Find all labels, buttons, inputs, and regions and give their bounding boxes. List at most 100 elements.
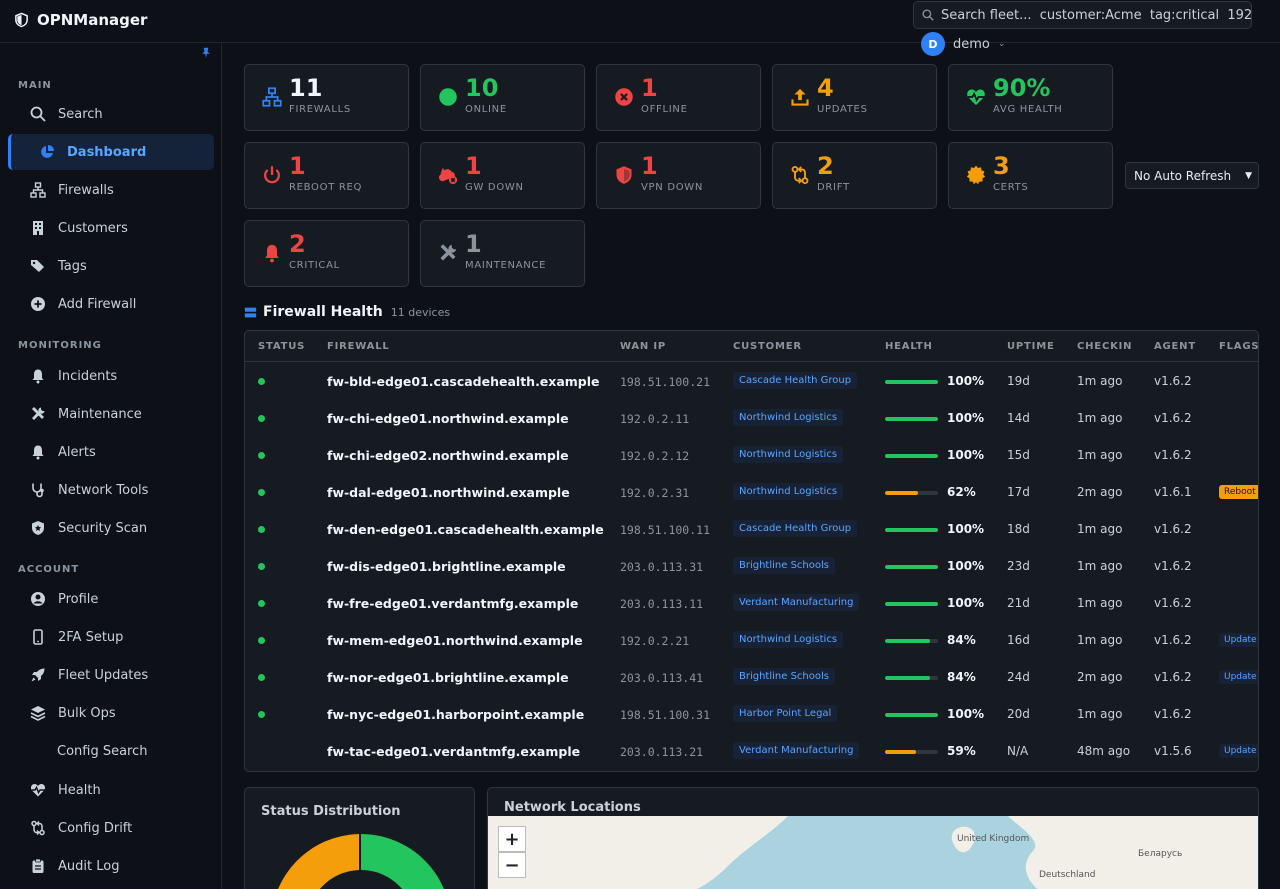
firewall-name[interactable]: fw-dal-edge01.northwind.example <box>327 485 570 500</box>
table-row[interactable]: fw-den-edge01.cascadehealth.example 198.5… <box>245 511 1258 548</box>
firewall-name[interactable]: fw-dis-edge01.brightline.example <box>327 559 566 574</box>
customer-badge[interactable]: Cascade Health Group <box>733 520 858 537</box>
flag-badge-update[interactable]: Update <box>1219 744 1258 758</box>
pin-icon[interactable] <box>200 47 212 62</box>
stat-label: ONLINE <box>465 104 507 115</box>
customer-badge[interactable]: Brightline Schools <box>733 668 835 685</box>
sidebar-item-health[interactable]: Health <box>8 772 214 808</box>
firewall-name[interactable]: fw-chi-edge02.northwind.example <box>327 448 569 463</box>
sidebar-item-firewalls[interactable]: Firewalls <box>8 172 214 208</box>
sidebar-item-alerts[interactable]: Alerts <box>8 434 214 470</box>
flag-badge-update[interactable]: Update <box>1219 633 1258 647</box>
stat-card-certs[interactable]: 3 CERTS <box>948 142 1113 209</box>
customer-badge[interactable]: Cascade Health Group <box>733 372 858 389</box>
table-row[interactable]: fw-dal-edge01.northwind.example 192.0.2.3… <box>245 474 1258 511</box>
sidebar-item-security-scan[interactable]: Security Scan <box>8 510 214 546</box>
table-row[interactable]: fw-chi-edge02.northwind.example 192.0.2.1… <box>245 437 1258 474</box>
stat-card-maintenance[interactable]: 1 MAINTENANCE <box>420 220 585 287</box>
sidebar-item-tags[interactable]: Tags <box>8 248 214 284</box>
table-row[interactable]: fw-fre-edge01.verdantmfg.example 203.0.11… <box>245 585 1258 622</box>
customer-badge[interactable]: Northwind Logistics <box>733 446 844 463</box>
firewall-name[interactable]: fw-bld-edge01.cascadehealth.example <box>327 374 600 389</box>
stat-value: 1 <box>641 152 658 180</box>
firewall-name[interactable]: fw-den-edge01.cascadehealth.example <box>327 522 604 537</box>
sidebar-item-profile[interactable]: Profile <box>8 581 214 617</box>
table-row[interactable]: fw-tac-edge01.verdantmfg.example 203.0.11… <box>245 733 1258 770</box>
zoom-in-button[interactable]: + <box>498 826 526 852</box>
col-firewall[interactable]: FIREWALL <box>327 341 390 352</box>
map[interactable]: + − United Kingdom Беларусь Deutschland <box>488 816 1258 889</box>
sidebar-item-search[interactable]: Search <box>8 96 214 132</box>
user-menu[interactable]: D demo ⌄ <box>921 32 1005 56</box>
table-row[interactable]: fw-nyc-edge01.harborpoint.example 198.51.… <box>245 696 1258 733</box>
customer-badge[interactable]: Verdant Manufacturing <box>733 742 860 759</box>
col-checkin[interactable]: CHECKIN <box>1077 341 1133 352</box>
table-row[interactable]: fw-bld-edge01.cascadehealth.example 198.5… <box>245 363 1258 400</box>
health-bar <box>885 750 938 754</box>
sidebar-item-audit-log[interactable]: Audit Log <box>8 848 214 884</box>
status-dot-online <box>258 489 265 496</box>
sidebar-item-network-tools[interactable]: Network Tools <box>8 472 214 508</box>
flag-badge-update[interactable]: Update <box>1219 670 1258 684</box>
table-row[interactable]: fw-mem-edge01.northwind.example 192.0.2.2… <box>245 622 1258 659</box>
donut-segment-warning[interactable] <box>271 834 359 889</box>
col-customer[interactable]: CUSTOMER <box>733 341 802 352</box>
sidebar-item-incidents[interactable]: Incidents <box>8 358 214 394</box>
sidebar-item-dashboard[interactable]: Dashboard <box>8 134 214 170</box>
health-bar <box>885 602 938 606</box>
customer-badge[interactable]: Harbor Point Legal <box>733 705 838 722</box>
col-status[interactable]: STATUS <box>258 341 306 352</box>
firewall-name[interactable]: fw-chi-edge01.northwind.example <box>327 411 569 426</box>
table-row[interactable]: fw-nor-edge01.brightline.example 203.0.11… <box>245 659 1258 696</box>
circle-icon <box>439 88 457 106</box>
firewall-name[interactable]: fw-nyc-edge01.harborpoint.example <box>327 707 585 722</box>
firewall-name[interactable]: fw-fre-edge01.verdantmfg.example <box>327 596 579 611</box>
customer-badge[interactable]: Brightline Schools <box>733 557 835 574</box>
stat-card-critical[interactable]: 2 CRITICAL <box>244 220 409 287</box>
table-row[interactable]: fw-chi-edge01.northwind.example 192.0.2.1… <box>245 400 1258 437</box>
brand[interactable]: OPNManager <box>14 11 147 29</box>
sidebar-item-fleet-updates[interactable]: Fleet Updates <box>8 657 214 693</box>
customer-badge[interactable]: Northwind Logistics <box>733 409 844 426</box>
stat-card-vpn-down[interactable]: 1 VPN DOWN <box>596 142 761 209</box>
stat-card-gw-down[interactable]: 1 GW DOWN <box>420 142 585 209</box>
network-icon <box>262 87 282 107</box>
sidebar-item-maintenance[interactable]: Maintenance <box>8 396 214 432</box>
col-agent[interactable]: AGENT <box>1154 341 1196 352</box>
col-flags[interactable]: FLAGS <box>1219 341 1259 352</box>
stat-card-drift[interactable]: 2 DRIFT <box>772 142 937 209</box>
flag-badge-reboot[interactable]: Reboot <box>1219 485 1258 499</box>
sidebar-item-label: Maintenance <box>58 406 142 422</box>
sidebar-item-config-search[interactable]: Config Search <box>8 733 214 769</box>
search-icon <box>922 9 934 21</box>
sidebar-item-add-firewall[interactable]: Add Firewall <box>8 286 214 322</box>
table-row[interactable]: fw-dis-edge01.brightline.example 203.0.11… <box>245 548 1258 585</box>
stat-card-reboot-req[interactable]: 1 REBOOT REQ <box>244 142 409 209</box>
col-uptime[interactable]: UPTIME <box>1007 341 1055 352</box>
stat-card-firewalls[interactable]: 11 FIREWALLS <box>244 64 409 131</box>
stat-card-avg-health[interactable]: 90% AVG HEALTH <box>948 64 1113 131</box>
firewall-name[interactable]: fw-tac-edge01.verdantmfg.example <box>327 744 581 759</box>
sidebar-item-config-drift[interactable]: Config Drift <box>8 810 214 846</box>
customer-badge[interactable]: Northwind Logistics <box>733 483 844 500</box>
donut-segment-online[interactable] <box>361 834 451 889</box>
fleet-search[interactable] <box>913 1 1252 29</box>
firewall-name[interactable]: fw-mem-edge01.northwind.example <box>327 633 583 648</box>
stat-card-online[interactable]: 10 ONLINE <box>420 64 585 131</box>
sidebar-item-customers[interactable]: Customers <box>8 210 214 246</box>
sidebar-item-bulk-ops[interactable]: Bulk Ops <box>8 695 214 731</box>
auto-refresh-select[interactable]: No Auto Refresh ▼ <box>1125 162 1259 189</box>
col-wan-ip[interactable]: WAN IP <box>620 341 667 352</box>
stat-card-updates[interactable]: 4 UPDATES <box>772 64 937 131</box>
stat-value: 1 <box>465 152 482 180</box>
customer-badge[interactable]: Northwind Logistics <box>733 631 844 648</box>
search-input[interactable] <box>941 7 1251 23</box>
firewall-name[interactable]: fw-nor-edge01.brightline.example <box>327 670 569 685</box>
col-health[interactable]: HEALTH <box>885 341 933 352</box>
health-bar-fill <box>885 713 938 717</box>
stat-card-offline[interactable]: 1 OFFLINE <box>596 64 761 131</box>
table-header: STATUS FIREWALL WAN IP CUSTOMER HEALTH U… <box>245 331 1258 362</box>
sidebar-item-2fa-setup[interactable]: 2FA Setup <box>8 619 214 655</box>
customer-badge[interactable]: Verdant Manufacturing <box>733 594 860 611</box>
zoom-out-button[interactable]: − <box>498 852 526 878</box>
